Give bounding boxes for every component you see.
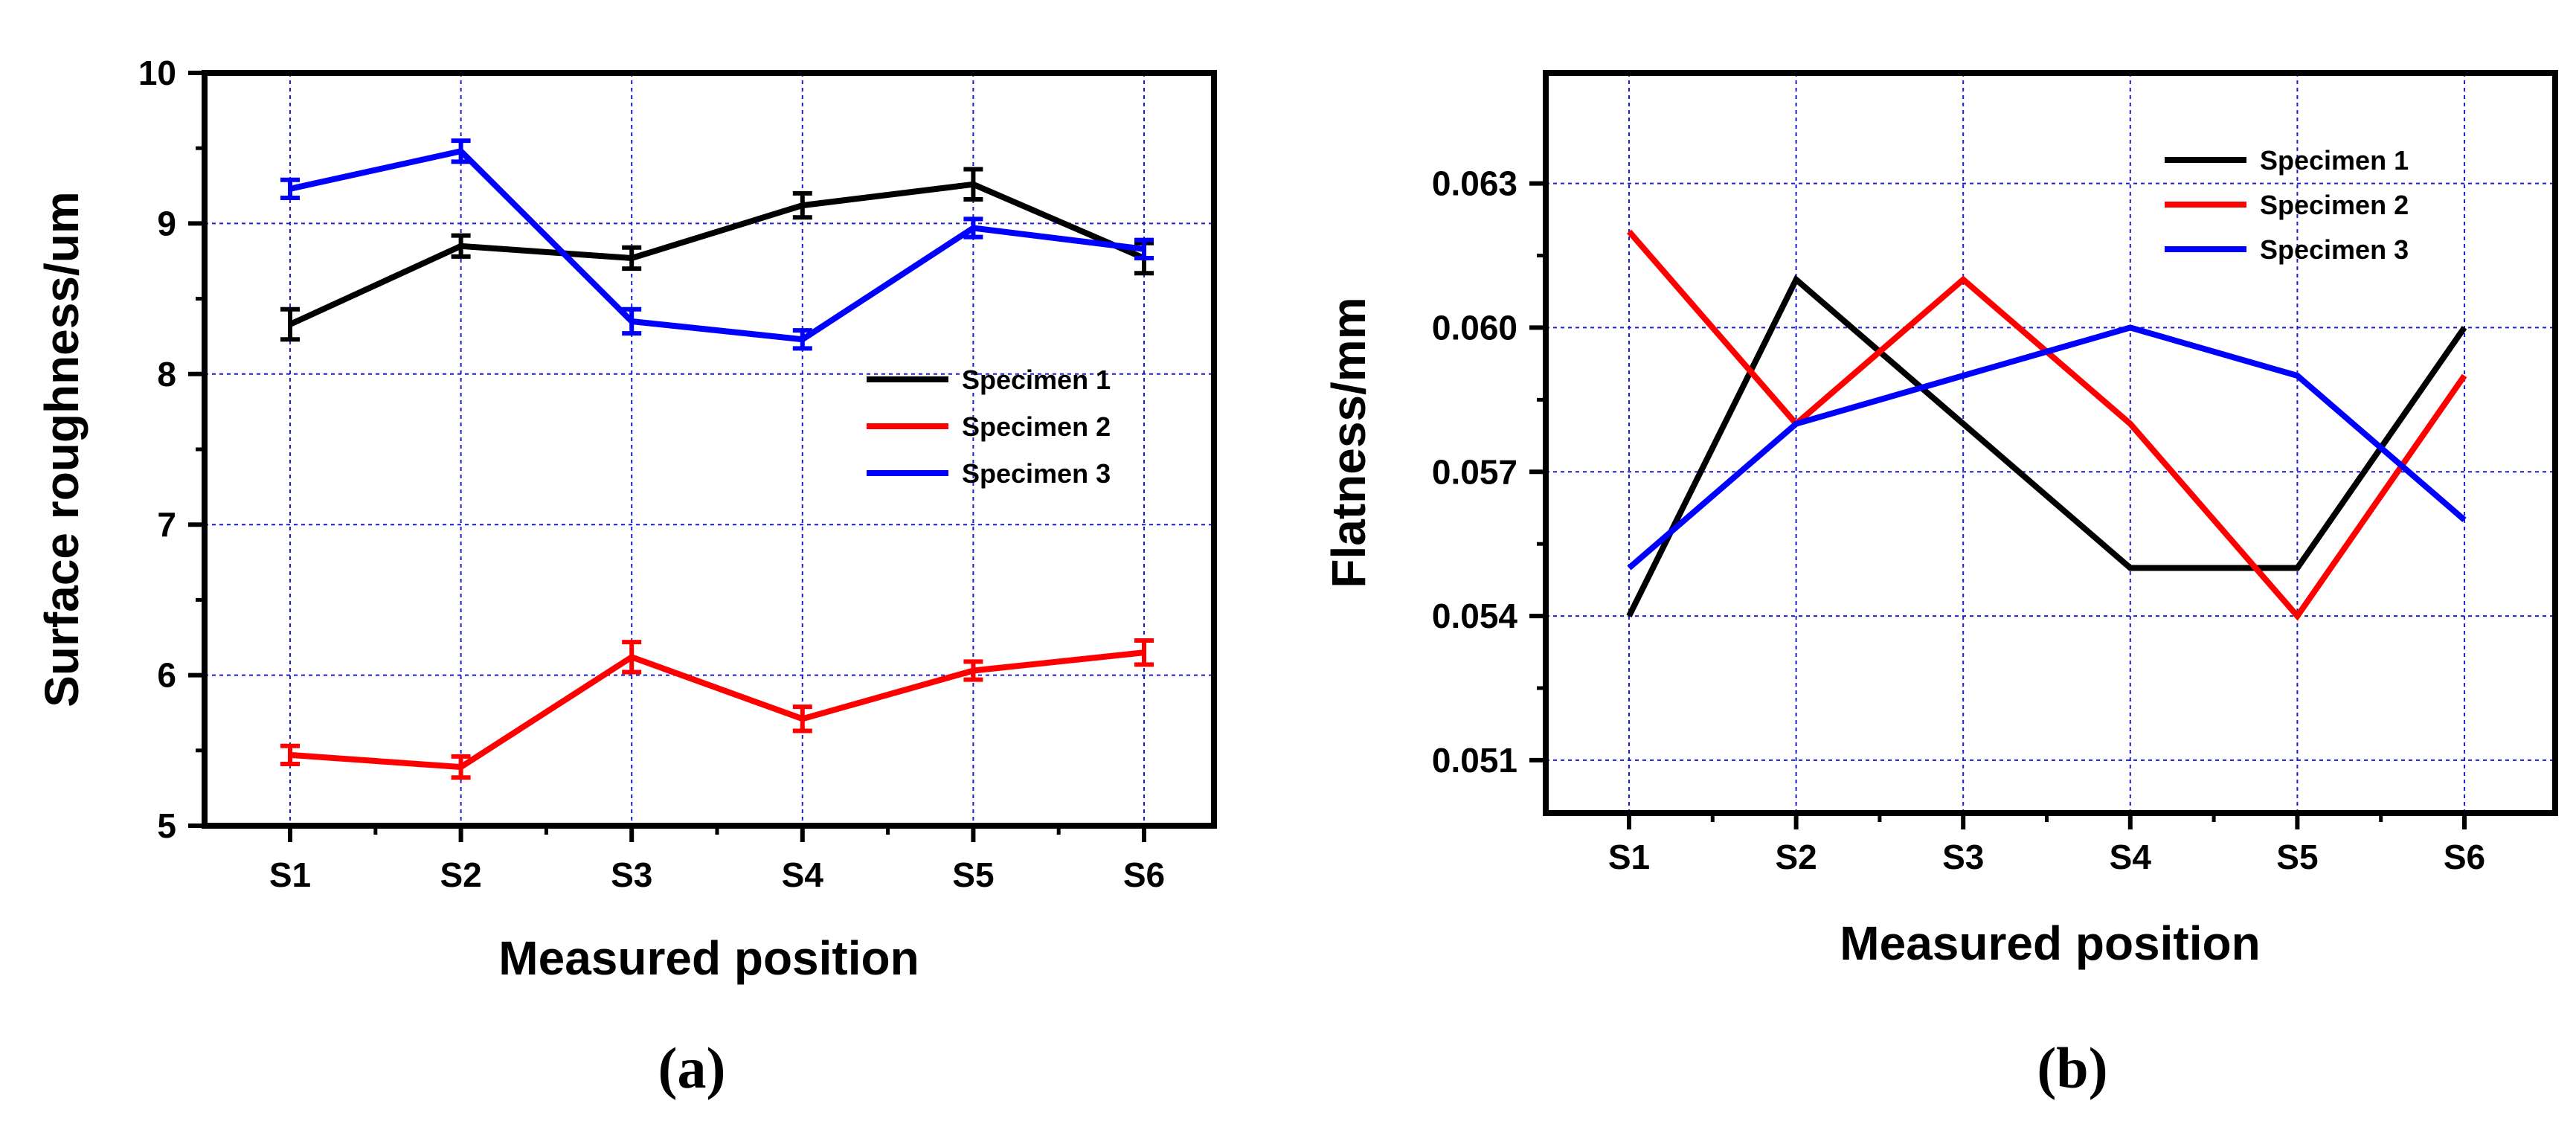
- chart-b-ytick-label: 0.057: [1432, 452, 1517, 491]
- chart-a-xtick-label: S6: [1123, 855, 1165, 894]
- chart-b-ytick-label: 0.060: [1432, 308, 1517, 347]
- chart-b-ytick-label: 0.054: [1432, 597, 1518, 635]
- chart-b-xtick-label: S1: [1608, 838, 1650, 876]
- chart-a-error-bar: [451, 138, 471, 164]
- chart-a-panel-label: (a): [658, 1036, 726, 1100]
- chart-b-series: [1626, 229, 2467, 621]
- chart-a-error-bar: [963, 659, 983, 682]
- chart-a-error-bar: [280, 306, 300, 342]
- chart-b-ticks: S1 S2 S3 S4 S5 S6 0.051 0.054 0.057 0.060 0.063: [1432, 164, 2485, 876]
- chart-a-ytick-label: 8: [157, 355, 176, 394]
- chart-a-x-axis-title: Measured position: [498, 931, 919, 985]
- chart-b-ytick-label: 0.063: [1432, 164, 1517, 203]
- chart-b-xtick-label: S6: [2444, 838, 2485, 876]
- chart-a-error-bar: [963, 167, 983, 202]
- chart-a-xtick-label: S3: [611, 855, 652, 894]
- chart-a-plot-frame: [202, 70, 1217, 829]
- chart-b-ytick-label: 0.051: [1432, 741, 1517, 780]
- chart-a-y-axis-title: Surface roughness/um: [35, 191, 89, 707]
- chart-b-legend-item-3: Specimen 3: [2165, 234, 2409, 265]
- chart-b-legend-label: Specimen 1: [2260, 145, 2409, 176]
- chart-a-error-bar: [792, 190, 812, 220]
- chart-a-error-bar: [622, 306, 642, 336]
- chart-b-x-axis-title: Measured position: [1840, 916, 2260, 970]
- chart-a-legend: Specimen 1 Specimen 2 Specimen 3: [867, 365, 1111, 489]
- chart-a-legend-label: Specimen 1: [962, 365, 1111, 395]
- chart-b-plot-frame: [1543, 70, 2558, 816]
- chart-a-legend-label: Specimen 3: [962, 458, 1111, 489]
- chart-a-ticks: S1 S2 S3 S4 S5 S6 5 6 7 8 9 10: [138, 54, 1165, 894]
- chart-a-series: [280, 138, 1154, 780]
- chart-a-error-bar: [280, 177, 300, 200]
- chart-a-gridlines: [205, 73, 1214, 826]
- chart-a-error-bar: [792, 704, 812, 733]
- chart-a-error-bar: [1134, 237, 1154, 260]
- chart-b-xtick-label: S5: [2276, 838, 2318, 876]
- chart-a-error-bar: [622, 640, 642, 675]
- chart-b-xtick-label: S4: [2110, 838, 2152, 876]
- chart-b-legend-item-2: Specimen 2: [2165, 190, 2409, 220]
- chart-b-panel-label: (b): [2037, 1036, 2107, 1100]
- chart-a-error-bar: [451, 233, 471, 259]
- chart-b-series-line-3: [1627, 324, 2467, 571]
- chart-a-legend-item-1: Specimen 1: [867, 365, 1111, 395]
- chart-a-ytick-label: 7: [157, 505, 176, 544]
- chart-a-error-bar: [1134, 638, 1154, 667]
- chart-b-xtick-label: S3: [1942, 838, 1984, 876]
- chart-b-legend: Specimen 1 Specimen 2 Specimen 3: [2165, 145, 2409, 265]
- chart-a-error-bar: [963, 216, 983, 240]
- chart-a-error-bar: [451, 754, 471, 780]
- chart-a-legend-item-2: Specimen 2: [867, 411, 1111, 442]
- chart-a-legend-item-3: Specimen 3: [867, 458, 1111, 489]
- chart-a-legend-label: Specimen 2: [962, 411, 1111, 442]
- chart-a-error-bar: [792, 328, 812, 351]
- chart-b-xtick-label: S2: [1775, 838, 1817, 876]
- chart-a-xtick-label: S1: [269, 855, 311, 894]
- chart-a-xtick-label: S2: [440, 855, 481, 894]
- chart-a-series-line-2: [289, 649, 1145, 771]
- chart-b-gridlines: [1546, 73, 2555, 813]
- chart-b-legend-label: Specimen 2: [2260, 190, 2409, 220]
- chart-b-y-axis-title: Flatness/mm: [1322, 297, 1375, 588]
- chart-a-series-line-1: [289, 181, 1146, 327]
- chart-b-series-line-1: [1626, 274, 2467, 617]
- chart-a-error-bar: [280, 743, 300, 767]
- chart-b-legend-label: Specimen 3: [2260, 234, 2409, 265]
- chart-a-error-bar: [622, 245, 642, 272]
- chart-a-series-line-3: [289, 147, 1145, 343]
- chart-a-xtick-label: S5: [952, 855, 994, 894]
- chart-b-legend-item-1: Specimen 1: [2165, 145, 2409, 176]
- chart-a-ytick-label: 10: [138, 54, 176, 92]
- chart-a-ytick-label: 9: [157, 204, 176, 243]
- chart-a-ytick-label: 5: [157, 806, 176, 845]
- chart-b-series-line-2: [1626, 229, 2467, 621]
- chart-panel-a: S1 S2 S3 S4 S5 S6 5 6 7 8 9 10 Specimen 1 Specimen 2…: [35, 54, 1217, 1100]
- chart-a-ytick-label: 6: [157, 656, 176, 695]
- chart-panel-b: S1 S2 S3 S4 S5 S6 0.051 0.054 0.057 0.060 0.063 Sp…: [1322, 70, 2558, 1100]
- chart-a-xtick-label: S4: [782, 855, 824, 894]
